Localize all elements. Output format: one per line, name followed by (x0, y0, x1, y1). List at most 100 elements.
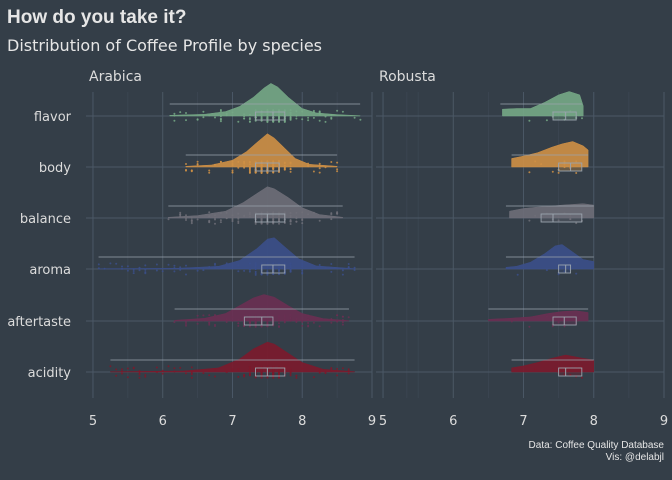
rain-dot (324, 267, 327, 270)
rain-dot (121, 368, 123, 371)
rain-dot (330, 270, 333, 273)
rain-dot (272, 109, 275, 112)
rain-dot (295, 376, 298, 379)
rain-dot (301, 218, 304, 221)
rain-dot (179, 213, 182, 216)
rain-dot (260, 217, 263, 220)
rain-dot (272, 372, 275, 375)
rain-dot (289, 264, 292, 267)
rain-dot (97, 267, 100, 270)
rain-dot (225, 321, 228, 323)
rain-dot (301, 110, 304, 113)
rain-dot (289, 109, 292, 112)
rain-dot (254, 272, 257, 275)
rain-dot (121, 265, 123, 268)
rain-dot (231, 164, 234, 167)
rain-dot (208, 114, 211, 117)
rain-dot (557, 112, 560, 115)
rain-dot (318, 164, 321, 167)
rain-dot (260, 370, 263, 372)
rain-dot (190, 170, 193, 173)
rain-dot (575, 160, 578, 163)
rain-dot (330, 321, 333, 324)
rain-dot (231, 319, 234, 322)
facet-label-robusta: Robusta (379, 69, 436, 85)
rain-dot (336, 168, 339, 171)
rain-dot (272, 161, 275, 163)
rain-dot (219, 115, 222, 118)
rain-dot (132, 270, 135, 272)
rain-dot (336, 320, 339, 323)
rain-dot (318, 110, 321, 113)
rain-dot (196, 218, 199, 221)
rain-dot (569, 109, 572, 112)
rain-dot (225, 114, 228, 117)
rain-dot (330, 117, 333, 120)
rain-dot (341, 367, 344, 370)
rain-dot (121, 267, 123, 270)
rain-dot (575, 365, 578, 368)
rain-dot (254, 222, 257, 225)
rain-dot (318, 162, 321, 165)
rain-dot (301, 265, 304, 268)
rain-dot (248, 322, 251, 325)
rain-dot (260, 376, 263, 379)
panel-arabica: Arabica 5 6 7 8 9 (86, 69, 408, 429)
rain-dot (307, 322, 310, 324)
rain-dot (219, 120, 222, 123)
rain-dot (330, 367, 333, 369)
rain-dot (569, 218, 572, 221)
rain-dot (237, 375, 240, 378)
rain-dot (260, 365, 263, 368)
rain-dot (278, 262, 280, 265)
box-aftertaste (243, 316, 274, 326)
rain-dot (208, 215, 211, 218)
rain-dot (528, 325, 531, 328)
rain-dot (121, 370, 123, 373)
rain-dot (289, 319, 292, 322)
rain-dot (359, 118, 362, 121)
rain-dot (185, 321, 187, 324)
rain-dot (330, 212, 333, 215)
rain-dot (260, 118, 263, 120)
rain-dot (248, 163, 251, 166)
rain-dot (289, 114, 292, 117)
rain-dot (278, 109, 280, 112)
rain-dot (196, 322, 199, 325)
rain-dot (208, 266, 211, 268)
rain-dot (173, 264, 176, 267)
rain-dot (202, 314, 205, 317)
rain-dot (237, 216, 240, 219)
rain-dot (272, 314, 275, 317)
rain-dot (243, 160, 246, 163)
rain-dot (231, 218, 234, 221)
rain-dot (336, 367, 339, 370)
rain-dot (214, 323, 216, 326)
rain-dot (324, 166, 327, 169)
series-aftertaste (173, 294, 350, 328)
rain-dot (185, 112, 187, 114)
rain-dot (563, 373, 566, 376)
rain-dot (569, 215, 572, 218)
rain-dot (312, 111, 315, 114)
y-tick-label-body: body (39, 161, 71, 176)
rain-dot (115, 262, 118, 265)
rain-dot (557, 171, 560, 174)
rain-dot (144, 375, 147, 378)
rain-dot (202, 110, 205, 113)
rain-dot (173, 112, 176, 115)
rain-dot (289, 372, 292, 375)
rain-dot (295, 317, 298, 320)
rain-dot (214, 315, 216, 317)
x-tick-label: 7 (228, 414, 236, 429)
rain-dot (231, 114, 234, 117)
x-tick-label: 9 (368, 414, 376, 429)
rain-dot (289, 314, 292, 316)
rain-dot (289, 223, 292, 225)
rain-dot (219, 118, 222, 121)
rain-dot (336, 314, 339, 317)
density-cloud-balance (168, 186, 343, 219)
rain-dot (301, 324, 304, 327)
rain-dot (510, 320, 513, 323)
rain-dot (283, 318, 286, 321)
